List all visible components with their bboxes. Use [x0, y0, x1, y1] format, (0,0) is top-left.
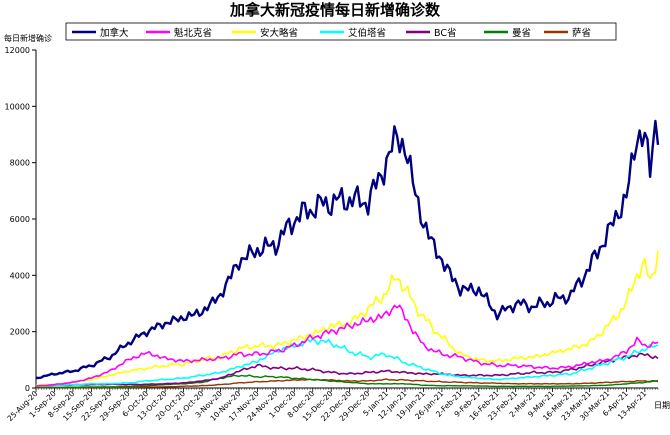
y-tick-label: 0 [25, 384, 30, 393]
y-tick-label: 2000 [10, 328, 30, 337]
series-line-5 [35, 374, 659, 389]
series-line-1 [35, 304, 659, 387]
y-tick-label: 10000 [5, 102, 30, 111]
legend-label: 艾伯塔省 [348, 27, 386, 39]
y-tick-label: 8000 [10, 159, 30, 168]
y-axis-label: 每日新增确诊 [4, 33, 52, 43]
legend-label: 安大略省 [260, 27, 298, 39]
chart-title: 加拿大新冠疫情每日新增确诊数 [229, 1, 441, 19]
y-tick-label: 4000 [10, 271, 30, 280]
x-axis-label: 日期 [654, 401, 670, 410]
legend-label: 魁北克省 [174, 27, 212, 39]
series-line-0 [35, 119, 660, 380]
legend-label: 萨省 [572, 27, 591, 39]
legend-label: 曼省 [512, 27, 531, 39]
y-tick-label: 12000 [5, 46, 30, 55]
series-line-6 [36, 378, 659, 389]
series-line-4 [35, 352, 659, 387]
y-tick-label: 6000 [10, 215, 30, 224]
series-line-3 [35, 338, 659, 387]
legend-label: 加拿大 [100, 27, 129, 39]
legend-label: BC省 [434, 27, 456, 39]
series-line-2 [35, 250, 659, 387]
